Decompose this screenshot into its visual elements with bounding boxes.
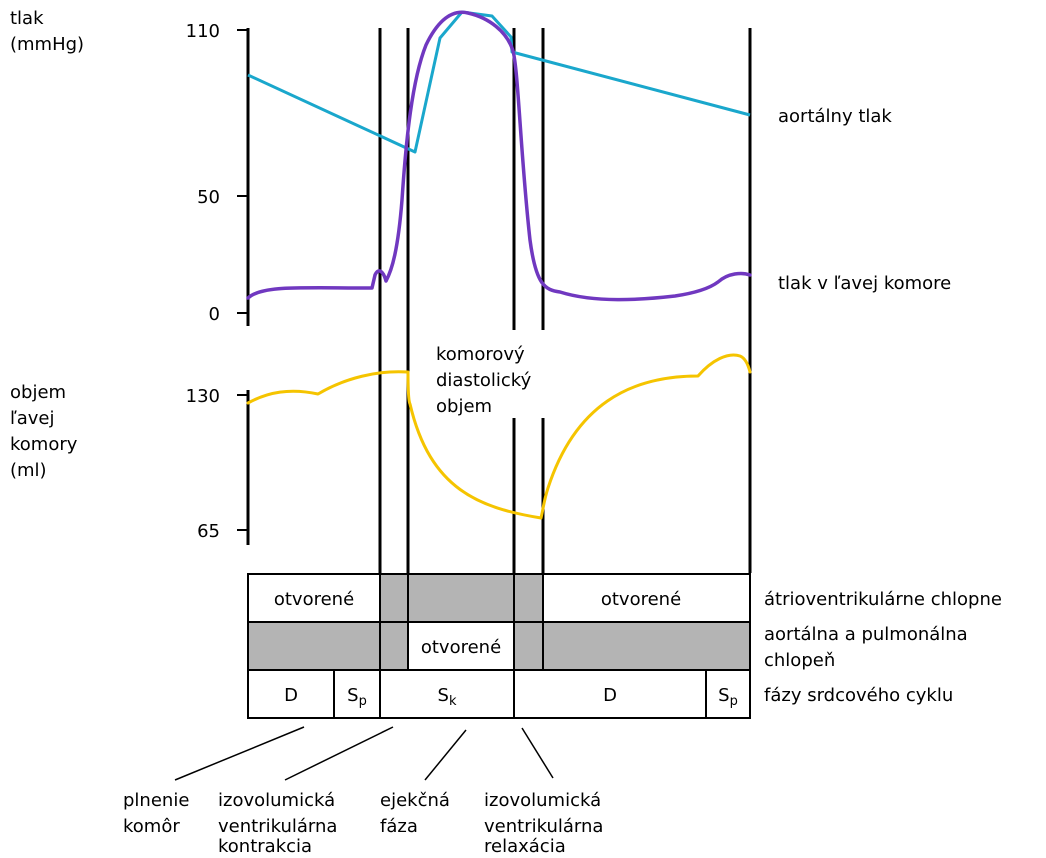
phase-sp2: Sp (718, 685, 738, 709)
leader-lines (174, 726, 554, 781)
phase-sp2-sub: p (730, 694, 738, 709)
phase-sk: Sk (438, 685, 457, 709)
av-valve-label: átrioventrikulárne chlopne (764, 589, 1002, 610)
phase-d1: D (284, 685, 298, 706)
diastolic-volume-note: komorový diastolický objem (436, 344, 532, 417)
annotation-isovolumic-contraction: izovolumická ventrikulárna kontrakcia (218, 790, 337, 857)
diastolic-volume-note-line3: objem (436, 396, 492, 417)
annotation-filling: plnenie komôr (123, 790, 189, 837)
annotation-ivc-line2: ventrikulárna (218, 816, 337, 837)
phase-boundaries (378, 28, 752, 573)
annotation-filling-line1: plnenie (123, 790, 189, 811)
leader-filling (174, 726, 305, 781)
annotation-ivc-line3: kontrakcia (218, 836, 312, 857)
pressure-tick-label-110: 110 (186, 21, 220, 42)
volume-axis-title-line2: ľavej (10, 408, 55, 429)
phase-sk-sub: k (449, 694, 457, 709)
pressure-axis-title-line2: (mmHg) (10, 34, 84, 55)
pressure-tick-label-0: 0 (209, 304, 220, 325)
diastolic-volume-note-line1: komorový (436, 344, 525, 365)
av-open-left-text: otvorené (274, 589, 354, 610)
atrioventricular-valve-row: otvorené otvorené átrioventrikulárne chl… (247, 573, 1002, 623)
annotation-ivc-line1: izovolumická (218, 790, 335, 811)
av-open-right-text: otvorené (601, 589, 681, 610)
phases-label: fázy srdcového cyklu (764, 685, 953, 706)
annotation-ivr-line2: ventrikulárna (484, 816, 603, 837)
cardiac-phases-row: D Sp Sk D Sp fázy srdcového cyklu (247, 669, 953, 719)
ap-closed-right-cell (513, 621, 751, 671)
volume-tick-label-130: 130 (186, 386, 220, 407)
volume-axis: 130 65 objem ľavej komory (ml) (10, 382, 250, 545)
phase-sp1-main: S (347, 685, 358, 706)
volume-tick-label-65: 65 (197, 521, 220, 542)
pressure-axis-title-line1: tlak (10, 8, 44, 29)
av-open-right-cell (542, 573, 751, 623)
ventricular-pressure-label: tlak v ľavej komore (778, 273, 951, 294)
ap-valve-label-line2: chlopeň (764, 650, 835, 671)
pressure-tick-label-50: 50 (197, 187, 220, 208)
volume-axis-title-line4: (ml) (10, 460, 47, 481)
phase-sp1-sub: p (359, 694, 367, 709)
phase-sp2-main: S (718, 685, 729, 706)
ventricular-pressure-curve (246, 10, 752, 302)
diastolic-volume-note-line2: diastolický (436, 370, 532, 391)
av-open-left-cell (247, 573, 381, 623)
annotation-ejection-line1: ejekčná (380, 790, 450, 811)
ap-closed-left-cell (247, 621, 409, 671)
aortic-pressure-label: aortálny tlak (778, 106, 892, 127)
phases-row-frame (247, 669, 751, 719)
phase-sp1: Sp (347, 685, 367, 709)
leader-isovolumic-contraction (284, 726, 394, 781)
annotation-filling-line2: komôr (123, 816, 180, 837)
annotation-isovolumic-relaxation: izovolumická ventrikulárna relaxácia (484, 790, 603, 857)
volume-axis-title-line3: komory (10, 434, 78, 455)
ap-valve-label-line1: aortálna a pulmonálna (764, 624, 968, 645)
volume-axis-title-line1: objem (10, 382, 66, 403)
annotation-ivr-line1: izovolumická (484, 790, 601, 811)
leader-ejection (424, 729, 467, 781)
av-closed-cell (379, 573, 544, 623)
aortic-pressure-curve (247, 10, 751, 154)
pressure-axis: 110 50 0 tlak (mmHg) (10, 8, 250, 326)
leader-isovolumic-relaxation (521, 727, 554, 779)
aortic-pulmonary-valve-row: otvorené aortálna a pulmonálna chlopeň (247, 621, 968, 671)
annotation-ejection: ejekčná fáza (380, 790, 450, 837)
annotation-ivr-line3: relaxácia (484, 836, 566, 857)
phase-sk-main: S (438, 685, 449, 706)
ap-open-text: otvorené (421, 637, 501, 658)
phase-d2: D (603, 685, 617, 706)
ventricular-volume-curve (246, 353, 752, 520)
annotation-ejection-line2: fáza (380, 816, 418, 837)
